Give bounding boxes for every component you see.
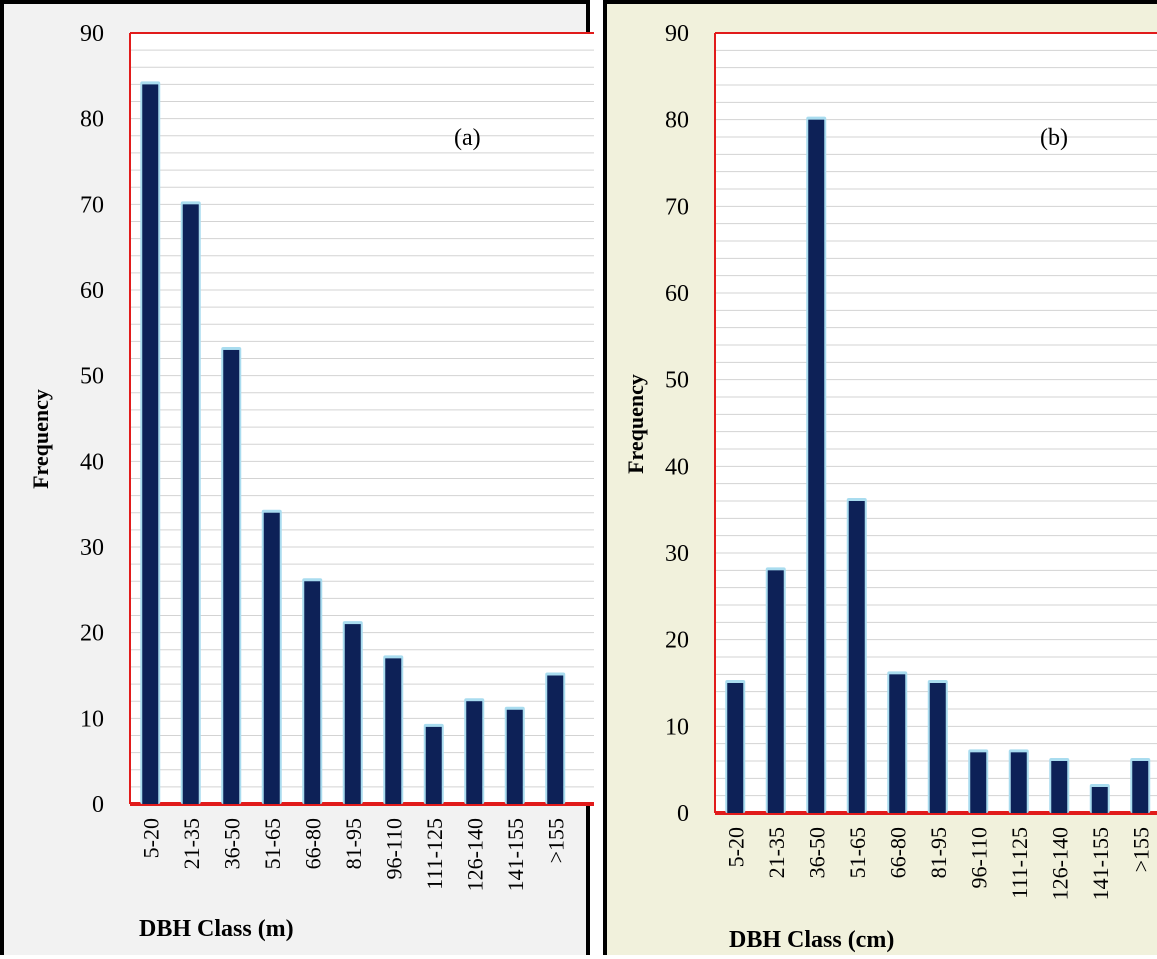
- y-tick-label: 60: [80, 278, 104, 304]
- bar: [182, 204, 199, 805]
- bar: [848, 501, 865, 813]
- x-tick-label: 111-125: [422, 818, 447, 890]
- chart-a-x-ticks: 5-20 21-35 36-50 51-65 66-80 81-95 96-110 111-1…: [138, 818, 568, 891]
- y-tick-label: 90: [665, 21, 689, 47]
- bar: [223, 349, 240, 804]
- bar: [1010, 752, 1027, 813]
- bar: [466, 701, 483, 804]
- x-tick-label: 21-35: [764, 827, 789, 878]
- bar: [425, 726, 442, 804]
- y-tick-label: 40: [665, 454, 689, 480]
- y-tick-label: 10: [80, 706, 104, 732]
- x-tick-label: 36-50: [219, 818, 244, 869]
- x-tick-label: 66-80: [885, 827, 910, 878]
- x-tick-label: 36-50: [804, 827, 829, 878]
- bar: [929, 683, 946, 813]
- x-tick-label: 126-140: [1047, 827, 1072, 900]
- y-tick-label: 80: [80, 107, 104, 133]
- chart-b-y-axis-label: Frequency: [623, 374, 648, 474]
- bar: [142, 84, 159, 804]
- bar: [970, 752, 987, 813]
- x-tick-label: 111-125: [1007, 827, 1032, 899]
- y-tick-label: 70: [80, 192, 104, 218]
- bar: [727, 683, 744, 813]
- x-tick-label: 141-155: [503, 818, 528, 891]
- x-tick-label: 96-110: [381, 818, 406, 880]
- chart-b-annotation: (b): [1040, 125, 1068, 151]
- x-tick-label: 96-110: [966, 827, 991, 889]
- chart-a-svg: 0 10 20 30 40 50 60 70 80 90 5-20 21-35 36-50 51-65 6…: [28, 21, 594, 942]
- chart-b-svg: 0 10 20 30 40 50 60 70 80 90 5-20 21-35 36-50 51-65 6…: [623, 21, 1157, 953]
- y-tick-label: 60: [665, 281, 689, 307]
- x-tick-label: 5-20: [723, 827, 748, 867]
- y-tick-label: 50: [80, 364, 104, 390]
- chart-panel-b: 0 10 20 30 40 50 60 70 80 90 5-20 21-35 36-50 51-65 6…: [603, 0, 1157, 955]
- y-tick-label: 20: [80, 621, 104, 647]
- bar: [1091, 787, 1108, 813]
- x-tick-label: 81-95: [341, 818, 366, 869]
- chart-b-bars: [725, 116, 1151, 813]
- x-tick-label: 51-65: [260, 818, 285, 869]
- y-tick-label: 90: [80, 21, 104, 47]
- x-tick-label: 81-95: [926, 827, 951, 878]
- chart-a-y-axis-label: Frequency: [28, 389, 53, 489]
- chart-b-x-ticks: 5-20 21-35 36-50 51-65 66-80 81-95 96-110 111-1…: [723, 827, 1153, 900]
- x-tick-label: >155: [543, 818, 568, 863]
- bar: [385, 658, 402, 804]
- bar: [1132, 761, 1149, 813]
- x-tick-label: 51-65: [845, 827, 870, 878]
- bar: [889, 674, 906, 813]
- x-tick-label: 66-80: [300, 818, 325, 869]
- bar: [808, 119, 825, 813]
- x-tick-label: 141-155: [1088, 827, 1113, 900]
- bar: [344, 624, 361, 804]
- bar: [767, 570, 784, 813]
- y-tick-label: 80: [665, 108, 689, 134]
- x-tick-label: 126-140: [462, 818, 487, 891]
- y-tick-label: 10: [665, 714, 689, 740]
- chart-panel-a: 0 10 20 30 40 50 60 70 80 90 5-20 21-35 36-50 51-65 6…: [0, 0, 594, 955]
- chart-a-bars: [140, 81, 566, 805]
- x-tick-label: 5-20: [138, 818, 163, 858]
- y-tick-label: 50: [665, 368, 689, 394]
- y-tick-label: 40: [80, 449, 104, 475]
- y-tick-label: 70: [665, 194, 689, 220]
- x-tick-label: 21-35: [179, 818, 204, 869]
- chart-a-x-axis-label: DBH Class (m): [139, 916, 294, 942]
- chart-b-x-axis-label: DBH Class (cm): [729, 927, 894, 953]
- bar: [547, 675, 564, 804]
- y-tick-label: 30: [80, 535, 104, 561]
- y-tick-label: 20: [665, 628, 689, 654]
- y-tick-label: 30: [665, 541, 689, 567]
- chart-a-y-ticks: 0 10 20 30 40 50 60 70 80 90: [80, 21, 104, 818]
- chart-b-y-ticks: 0 10 20 30 40 50 60 70 80 90: [665, 21, 689, 827]
- y-tick-label: 0: [92, 792, 104, 818]
- chart-a-annotation: (a): [454, 125, 481, 151]
- bar: [506, 709, 523, 804]
- bar: [263, 512, 280, 804]
- x-tick-label: >155: [1128, 827, 1153, 872]
- y-tick-label: 0: [677, 801, 689, 827]
- bar: [304, 581, 321, 804]
- bar: [1051, 761, 1068, 813]
- chart-b-gridlines: [715, 49, 1157, 797]
